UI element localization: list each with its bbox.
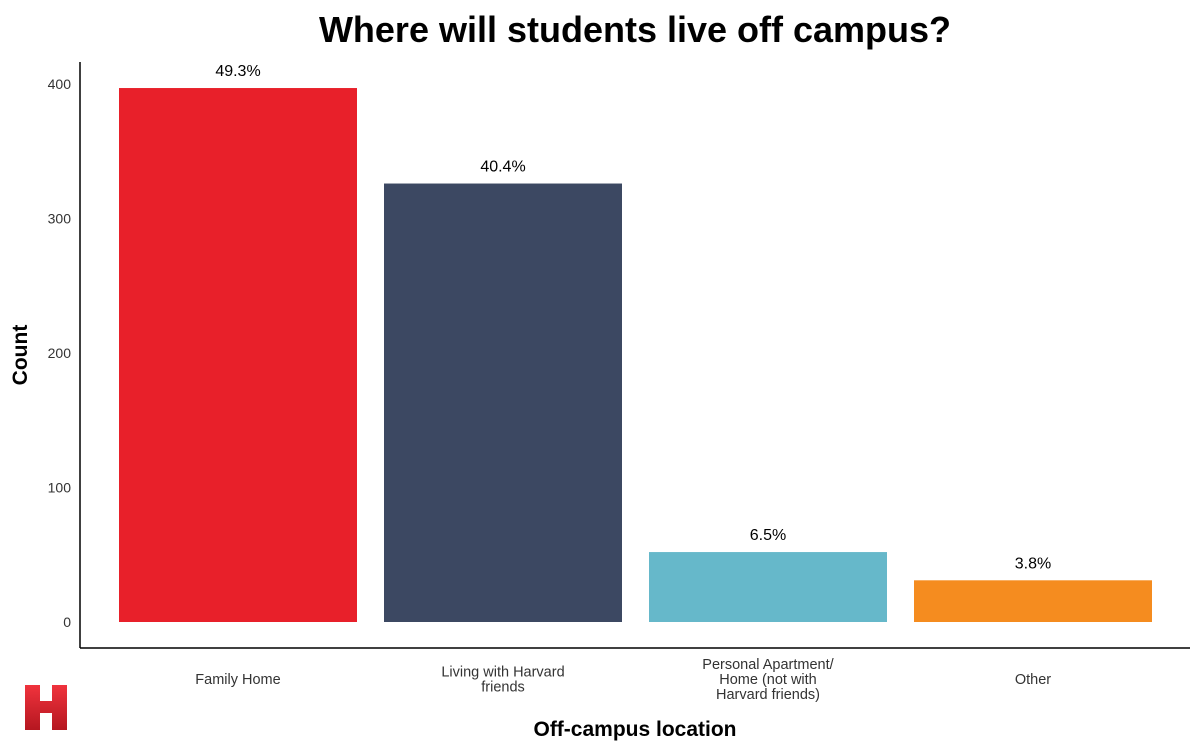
- y-tick-label: 100: [48, 480, 72, 496]
- y-tick-label: 200: [48, 345, 72, 361]
- category-label: friends: [481, 680, 525, 696]
- data-label: 49.3%: [215, 63, 260, 80]
- y-tick-label: 0: [63, 614, 71, 630]
- data-labels: 49.3% 40.4% 6.5% 3.8%: [215, 63, 1051, 572]
- y-tick-labels: 0 100 200 300 400: [48, 76, 72, 630]
- y-tick-label: 400: [48, 76, 72, 92]
- category-label: Harvard friends): [716, 687, 820, 703]
- y-axis-label: Count: [9, 325, 32, 386]
- bar: [119, 88, 357, 622]
- category-label: Home (not with: [719, 672, 817, 688]
- bar: [649, 552, 887, 622]
- data-label: 6.5%: [750, 527, 786, 544]
- data-label: 40.4%: [480, 159, 525, 176]
- harvard-h-logo-icon: [25, 685, 67, 730]
- bars: [119, 88, 1152, 622]
- y-tick-label: 300: [48, 211, 72, 227]
- category-label: Other: [1015, 672, 1051, 688]
- x-axis-label: Off-campus location: [533, 718, 736, 741]
- category-label: Personal Apartment/: [702, 657, 834, 673]
- data-label: 3.8%: [1015, 555, 1051, 572]
- category-label: Family Home: [195, 672, 280, 688]
- chart-title: Where will students live off campus?: [319, 9, 951, 50]
- bar: [914, 580, 1152, 622]
- bar: [384, 183, 622, 622]
- category-label: Living with Harvard: [441, 665, 564, 681]
